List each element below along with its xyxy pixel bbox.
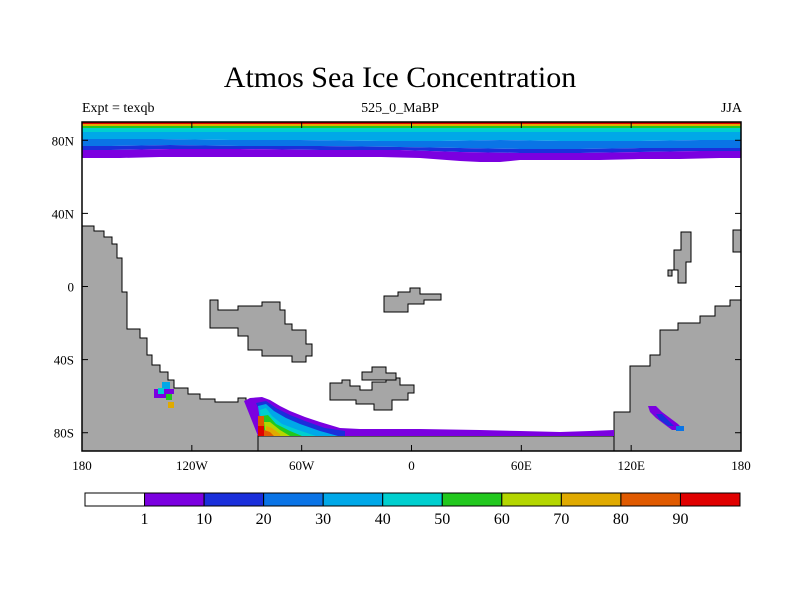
x-tick-label: 60E (511, 458, 532, 473)
colorbar-label: 70 (553, 511, 569, 528)
land-masses (82, 223, 741, 451)
colorbar-swatch (620, 492, 681, 507)
period-label: 525_0_MaBP (361, 101, 439, 116)
eastern-continent (613, 223, 741, 451)
south-ice-90 (264, 430, 274, 436)
arctic-ice-band-30 (82, 139, 741, 149)
colorbar-swatch (382, 492, 443, 507)
map-title: Atmos Sea Ice Concentration (223, 61, 577, 94)
map-axes: 180 120W 60W 0 60E 120E 180 80N 40N 0 40S 80S (52, 122, 751, 473)
west-ice-patch-c (158, 388, 164, 394)
arctic-ice-band-20 (82, 145, 741, 153)
colorbar-swatch (203, 492, 265, 507)
x-tick-label: 120W (176, 458, 209, 473)
colorbar-label: 10 (196, 511, 212, 528)
map-content (82, 122, 741, 451)
arctic-ice-band-10 (82, 149, 741, 162)
colorbar-swatch (84, 492, 146, 507)
season-label: JJA (720, 101, 742, 116)
y-tick-label: 40S (54, 353, 74, 368)
colorbar-swatch (679, 492, 741, 507)
eastern-peninsula (667, 231, 692, 284)
colorbar-swatch (560, 492, 622, 507)
west-ice-patch-b (162, 382, 170, 389)
west-ice-patch-d (166, 394, 172, 400)
x-tick-label: 180 (731, 458, 751, 473)
arctic-ice-band-40 (82, 132, 741, 141)
x-tick-label: 0 (408, 458, 415, 473)
western-continent (82, 225, 259, 451)
colorbar-label: 40 (375, 511, 391, 528)
south-ice-coast-patch-2 (258, 426, 264, 436)
x-tick-label: 60W (289, 458, 315, 473)
colorbar-label: 60 (494, 511, 510, 528)
colorbar-label: 80 (613, 511, 629, 528)
south-ice-coast-patch-1 (258, 416, 264, 426)
colorbar-swatch (501, 492, 562, 507)
east-ice-patch-c (676, 426, 684, 431)
southern-island (361, 366, 397, 381)
colorbar-label: 30 (315, 511, 331, 528)
y-tick-label: 80N (52, 133, 75, 148)
central-landmass-north (209, 299, 313, 363)
experiment-label: Expt = texqb (82, 101, 155, 116)
colorbar-label: 20 (256, 511, 272, 528)
colorbar-label: 1 (141, 511, 149, 528)
y-tick-label: 40N (52, 206, 75, 221)
y-tick-label: 0 (68, 280, 75, 295)
arctic-ice-band-50 (82, 128, 741, 133)
antarctic-strip (257, 435, 615, 451)
west-ice-patch-e (168, 402, 174, 408)
x-tick-label: 180 (72, 458, 92, 473)
colorbar: 1 10 20 30 40 50 60 70 80 90 (84, 492, 741, 528)
eastern-island (732, 229, 741, 253)
colorbar-swatch (263, 492, 324, 507)
north-island (383, 287, 442, 313)
y-tick-label: 80S (54, 426, 74, 441)
antarctic-sea-ice (154, 382, 684, 436)
colorbar-label: 50 (434, 511, 450, 528)
colorbar-swatch (441, 492, 503, 507)
x-tick-label: 120E (617, 458, 645, 473)
east-ice-patch-b (656, 414, 674, 426)
colorbar-swatch (144, 492, 205, 507)
colorbar-swatch (322, 492, 384, 507)
colorbar-label: 90 (672, 511, 688, 528)
southern-landmass (329, 377, 415, 411)
